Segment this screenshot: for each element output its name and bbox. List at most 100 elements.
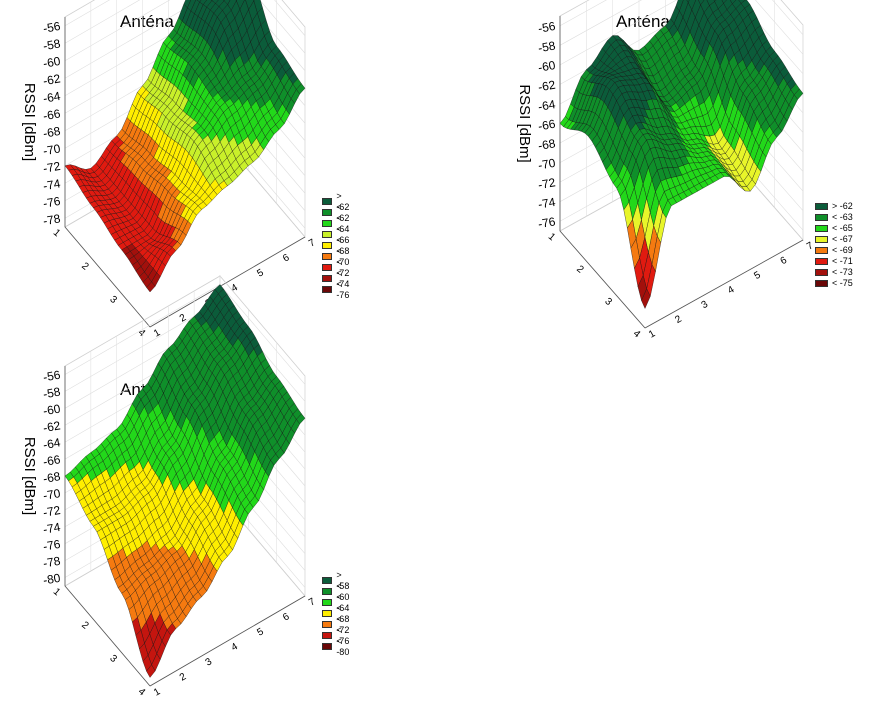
- legend-swatch: [815, 203, 828, 210]
- z-tick-label: -68: [42, 469, 62, 486]
- legend-item: < -65: [815, 223, 853, 234]
- legend-item: < -76: [322, 625, 352, 646]
- legend-item: < -63: [815, 212, 853, 223]
- legend-item: < -60: [322, 581, 352, 602]
- x-tick-label: 3: [700, 299, 711, 312]
- chart-antena-3: Anténa 3 -56-58-60-62-64-66-68-70-72-74-…: [0, 274, 349, 704]
- z-axis-label: RSSI [dBm]: [516, 84, 533, 162]
- z-tick-label: -56: [42, 19, 62, 36]
- axes: -56-58-60-62-64-66-68-70-72-74-761234567…: [516, 16, 816, 341]
- surface-plot: -56-58-60-62-64-66-68-70-72-74-76-781234…: [21, 0, 318, 340]
- surface-mesh: [64, 284, 306, 678]
- legend-item: < -73: [815, 267, 853, 278]
- legend-item: > -62: [322, 191, 352, 212]
- x-tick-label: 4: [230, 282, 241, 295]
- x-tick-label: 6: [779, 255, 790, 268]
- legend-item: < -76: [322, 279, 352, 300]
- chart-antena-2: Anténa 2 -56 -58 -60 -62 -64 -66 -68 -70 -72 -74-…: [495, 0, 855, 341]
- surface-plot: -56-58-60-62-64-66-68-70-72-74-76-78-801…: [21, 274, 318, 699]
- x-tick-label: 2: [178, 671, 189, 684]
- legend-label: < -76: [336, 278, 350, 300]
- legend-swatch: [322, 220, 333, 227]
- y-tick-label: 4: [631, 328, 643, 340]
- y-tick-label: 3: [602, 296, 614, 308]
- legend-item: < -62: [322, 202, 352, 223]
- z-tick-label: -66: [42, 106, 62, 123]
- z-axis-label: RSSI [dBm]: [21, 83, 38, 161]
- z-tick-label: -58: [42, 36, 62, 53]
- z-tick-label: -66: [537, 117, 557, 134]
- z-tick-label: -58: [42, 384, 62, 401]
- legend-item: < -75: [815, 278, 853, 289]
- z-tick-label: -70: [42, 141, 62, 158]
- legend-item: < -70: [322, 246, 352, 267]
- legend-item: < -66: [322, 224, 352, 245]
- legend-swatch: [815, 258, 828, 265]
- x-tick-label: 7: [307, 237, 318, 250]
- surface-mesh: [559, 0, 804, 309]
- legend-swatch: [322, 253, 333, 260]
- legend-label: < -68: [336, 602, 350, 624]
- z-tick-label: -80: [42, 571, 62, 588]
- z-tick-label: -74: [537, 195, 557, 212]
- z-tick-label: -62: [42, 418, 62, 435]
- y-tick-label: 3: [107, 294, 119, 306]
- legend-item: < -67: [815, 234, 853, 245]
- y-tick-label: 1: [51, 227, 63, 239]
- z-tick-label: -62: [42, 71, 62, 88]
- legend-label: < -66: [336, 223, 350, 245]
- x-tick-label: 4: [726, 284, 737, 297]
- axes: -56-58-60-62-64-66-68-70-72-74-76-78-801…: [21, 366, 318, 699]
- legend-label: < -65: [832, 223, 853, 233]
- legend-label: < -60: [336, 580, 350, 602]
- z-tick-label: -72: [42, 503, 62, 520]
- z-tick-label: -76: [537, 214, 557, 231]
- legend-label: < -62: [336, 201, 350, 223]
- x-tick-label: 7: [307, 596, 318, 609]
- legend-label: < -72: [336, 613, 350, 635]
- legend-item: < -74: [322, 268, 352, 289]
- surface-mesh: [64, 0, 306, 293]
- legend-swatch: [322, 231, 333, 238]
- z-tick-label: -58: [537, 38, 557, 55]
- y-tick-label: 4: [136, 327, 148, 339]
- legend-label: > -62: [832, 201, 853, 211]
- legend-item: < -68: [322, 235, 352, 256]
- legend-swatch: [322, 242, 333, 249]
- legend-swatch: [815, 280, 828, 287]
- x-tick-label: 2: [673, 313, 684, 326]
- legend: > -62 < -62 < -64 < -66 < -68 < -70 < -72 < -74…: [322, 191, 352, 300]
- legend-swatch: [322, 610, 333, 617]
- legend-label: < -75: [832, 278, 853, 288]
- legend: > -58 < -60 < -64 < -68 < -72 < -76 < -80: [322, 570, 352, 657]
- legend-label: < -69: [832, 245, 853, 255]
- legend-label: > -58: [336, 569, 350, 591]
- legend-swatch: [322, 599, 333, 606]
- legend-item: < -64: [322, 213, 352, 234]
- x-tick-label: 5: [752, 269, 763, 282]
- axes: -56-58-60-62-64-66-68-70-72-74-76-781234…: [21, 17, 318, 340]
- x-tick-label: 5: [255, 626, 266, 639]
- y-tick-label: 1: [546, 231, 558, 243]
- legend-swatch: [815, 225, 828, 232]
- z-tick-label: -68: [42, 124, 62, 141]
- surface-patch: [146, 281, 156, 293]
- z-tick-label: -60: [42, 401, 62, 418]
- z-tick-label: -60: [537, 58, 557, 75]
- legend-label: < -72: [336, 256, 350, 278]
- legend-swatch: [322, 621, 333, 628]
- y-tick-label: 3: [107, 653, 119, 665]
- legend-swatch: [322, 643, 333, 650]
- y-tick-label: 2: [79, 620, 91, 632]
- z-tick-label: -72: [537, 175, 557, 192]
- legend-swatch: [815, 214, 828, 221]
- z-tick-label: -78: [42, 554, 62, 571]
- legend-label: < -68: [336, 234, 350, 256]
- legend-label: > -62: [336, 190, 350, 212]
- legend-item: < -69: [815, 245, 853, 256]
- chart-antena-1: Anténa 1 -56 -58 -60 -62 -64 -66 -68 -70 -72 -74-…: [0, 0, 349, 340]
- legend-label: < -63: [832, 212, 853, 222]
- y-tick-label: 4: [136, 686, 148, 698]
- legend-item: < -72: [322, 614, 352, 635]
- z-tick-label: -64: [537, 97, 557, 114]
